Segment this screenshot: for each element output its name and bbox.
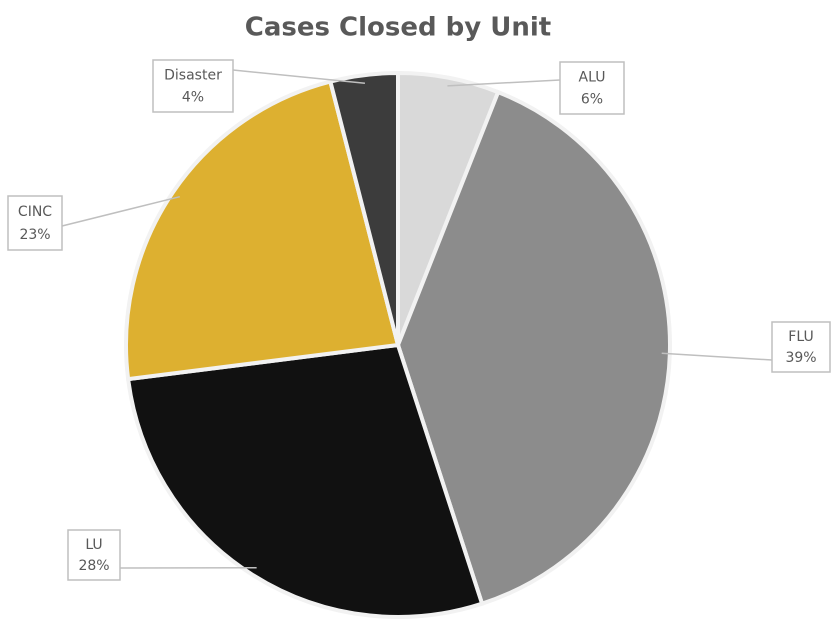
pie-slice [124,79,401,382]
label-box [67,529,121,581]
chart-title: Cases Closed by Unit [245,13,551,43]
slice-name: FLU [788,329,813,345]
slice-name: LU [85,537,102,553]
slice-name: Disaster [164,68,222,84]
label-box [559,61,625,115]
leader-line [232,69,366,84]
label-box [152,59,234,113]
slice-value-label: 23% [19,227,50,243]
slice-value-label: 39% [785,350,816,366]
label-box [771,321,831,373]
slice-value-label: 28% [78,558,109,574]
pie-slice [125,342,485,619]
leader-line [447,79,561,87]
pie-slice [327,70,400,346]
leader-line [61,195,180,227]
slice-value-label: 6% [581,91,603,107]
slice-name: ALU [579,70,606,86]
slice-value-label: 4% [182,89,204,105]
slice-name: CINC [18,204,52,220]
label-box [7,195,63,251]
leader-line [661,352,773,361]
